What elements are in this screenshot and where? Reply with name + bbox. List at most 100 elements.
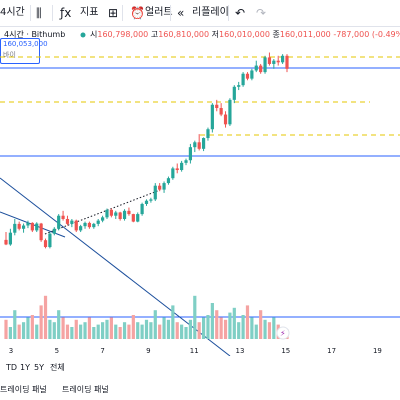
undo-icon[interactable]: ↶ (235, 6, 246, 20)
trading-panel-tab[interactable]: 트레이딩 패널 (0, 385, 47, 394)
candle (96, 218, 100, 227)
timeframe-button[interactable]: TD (6, 363, 18, 372)
candle-body (48, 233, 52, 248)
candle (65, 215, 70, 226)
indicators-button[interactable]: 지표 (80, 7, 99, 18)
volume-bar (65, 324, 70, 339)
volume-bar (267, 322, 272, 339)
candle-body (21, 225, 26, 229)
candle-body (65, 218, 70, 224)
high-key: 고 (150, 30, 159, 39)
volume-bar (153, 310, 157, 339)
price-box[interactable]: 160,053,000 바이 (0, 38, 48, 64)
time-axis-label: 5 (55, 347, 59, 355)
candle-body (30, 222, 34, 231)
redo-icon[interactable]: ↷ (256, 6, 267, 20)
volume-bar (166, 319, 171, 339)
volume-bar (83, 322, 87, 339)
volume-bar (180, 324, 184, 339)
volume-bar (149, 322, 153, 339)
volume-bar (8, 327, 12, 339)
volume-bar (109, 317, 113, 339)
candle-body (17, 223, 21, 229)
candle (140, 202, 144, 216)
candle-body (13, 223, 17, 233)
low-value: 160,010,000 (219, 30, 270, 39)
candle (232, 85, 236, 104)
price-box-value: 160,053,000 (3, 40, 48, 48)
volume-bar (250, 317, 254, 339)
candle-body (118, 212, 122, 219)
time-axis-label: 11 (190, 347, 199, 355)
candle (149, 197, 153, 203)
candle (210, 103, 214, 133)
candle (57, 214, 61, 231)
volume-bar (219, 317, 223, 339)
timeframe-button[interactable]: 1Y (20, 363, 30, 372)
candle (285, 54, 289, 73)
candle-body (210, 104, 214, 130)
low-key: 저 (211, 30, 220, 39)
candle-style-icon[interactable]: ⫼ (36, 6, 42, 20)
lightning-icon-glyph: ⚡ (280, 329, 286, 338)
candle (237, 81, 241, 91)
candle (118, 211, 122, 221)
candle-body (26, 222, 30, 226)
candle (272, 59, 276, 69)
replay-icon[interactable]: « (177, 6, 185, 20)
volume-bar (215, 310, 219, 339)
layout-grid-icon[interactable]: ⊞ (108, 6, 119, 20)
candle-body (272, 60, 276, 64)
volume-bar (118, 327, 122, 339)
candle-body (245, 73, 250, 79)
candle (144, 199, 149, 206)
time-axis-label: 19 (373, 347, 382, 355)
candle (193, 140, 197, 153)
candle-body (8, 232, 12, 245)
volume-bar (39, 305, 43, 339)
candle-body (184, 160, 188, 163)
candle-body (180, 162, 184, 171)
candle (105, 208, 109, 219)
volume-bar (70, 327, 74, 339)
candle-body (219, 108, 223, 115)
interval-button[interactable]: 4시간 (0, 7, 25, 18)
volume-bar (61, 317, 65, 339)
volume-bar (105, 319, 109, 339)
volume-bar (52, 322, 56, 339)
candle (122, 209, 127, 221)
candle (127, 207, 131, 216)
trading-panel-tab[interactable]: 트레이딩 패널 (62, 385, 109, 394)
volume-bar (48, 319, 52, 339)
timeframe-button[interactable]: 5Y (34, 363, 44, 372)
volume-bar (114, 324, 118, 339)
candle (87, 221, 92, 229)
candle-body (70, 220, 74, 224)
candle-body (171, 168, 175, 179)
alarm-icon[interactable]: ⏰ (130, 6, 145, 20)
open-value: 160,798,000 (97, 30, 149, 39)
candle (162, 181, 166, 193)
toolbar-divider (30, 5, 31, 21)
candle-body (250, 70, 254, 79)
volume-bar (96, 324, 100, 339)
change-value: -787,000 (-0.49%) (333, 30, 400, 39)
candle-body (193, 142, 197, 148)
volume-bar (175, 322, 179, 339)
open-key: 시 (90, 30, 98, 39)
candle (184, 158, 188, 166)
toolbar-divider (52, 5, 53, 21)
candle (175, 163, 179, 174)
candle-body (166, 178, 171, 184)
timeframe-button[interactable]: 전체 (50, 363, 65, 372)
candle (188, 143, 193, 164)
price-chart[interactable]: ⚡ 3 5 7 9 11 13 15 17 19 (0, 26, 400, 356)
candle (153, 183, 157, 202)
indicators-icon[interactable]: ƒx (60, 6, 72, 20)
replay-button[interactable]: 리플레이 (192, 7, 229, 18)
candle (219, 103, 223, 117)
candle (70, 218, 74, 228)
alert-button[interactable]: 얼러트 (145, 7, 173, 18)
candle (35, 222, 39, 233)
candle (83, 221, 87, 229)
